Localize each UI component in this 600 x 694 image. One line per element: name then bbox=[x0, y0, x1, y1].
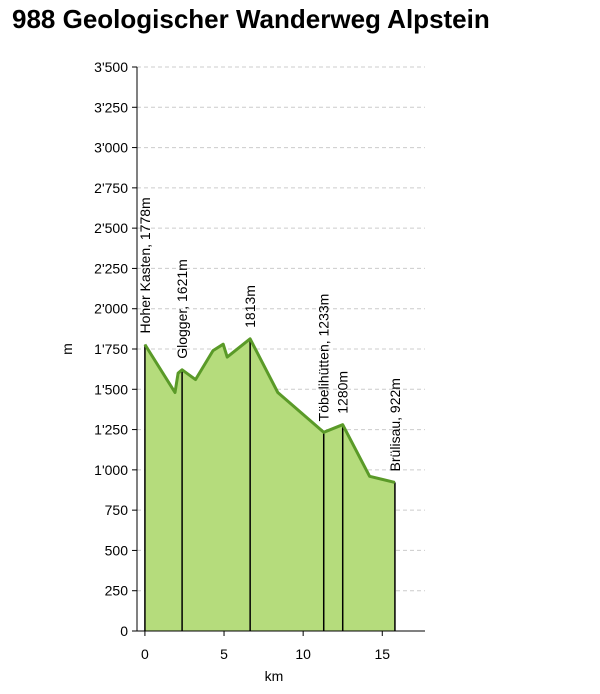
y-tick-label: 0 bbox=[120, 623, 128, 639]
x-tick-label: 15 bbox=[374, 646, 390, 662]
y-tick-label: 2'250 bbox=[94, 260, 128, 276]
x-tick-label: 5 bbox=[220, 646, 228, 662]
waypoint-label: 1813m bbox=[242, 285, 258, 328]
chart-title: 988 Geologischer Wanderweg Alpstein bbox=[12, 4, 490, 34]
y-tick-label: 250 bbox=[105, 583, 129, 599]
elevation-area bbox=[144, 338, 395, 631]
y-tick-label: 2'000 bbox=[94, 301, 128, 317]
y-tick-label: 750 bbox=[105, 502, 129, 518]
axes: 0 250 500 750 1'000 1'250 1'500 1'750 2'000 2'250… bbox=[94, 59, 425, 662]
x-axis-title: km bbox=[265, 668, 284, 684]
y-tick-label: 3'250 bbox=[94, 99, 128, 115]
waypoint-label: Brülisau, 922m bbox=[387, 378, 403, 471]
y-tick-label: 1'750 bbox=[94, 341, 128, 357]
x-tick-label: 10 bbox=[295, 646, 311, 662]
y-tick-label: 1'000 bbox=[94, 462, 128, 478]
elevation-line bbox=[143, 337, 396, 484]
y-tick-label: 2'500 bbox=[94, 220, 128, 236]
waypoint-label: Hoher Kasten, 1778m bbox=[137, 197, 153, 333]
y-tick-label: 1'250 bbox=[94, 422, 128, 438]
y-tick-label: 500 bbox=[105, 542, 129, 558]
y-tick-label: 3'000 bbox=[94, 140, 128, 156]
y-axis-title: m bbox=[59, 343, 75, 355]
waypoint-markers bbox=[144, 338, 396, 631]
waypoint-label: 1280m bbox=[335, 371, 351, 414]
waypoint-labels: Hoher Kasten, 1778m Glogger, 1621m 1813m Tö… bbox=[137, 197, 403, 471]
y-tick-label: 1'500 bbox=[94, 381, 128, 397]
y-tick-label: 3'500 bbox=[94, 59, 128, 75]
y-tick-label: 2'750 bbox=[94, 180, 128, 196]
waypoint-label: Glogger, 1621m bbox=[174, 259, 190, 359]
x-tick-label: 0 bbox=[141, 646, 149, 662]
waypoint-label: Töbelihütten, 1233m bbox=[316, 294, 332, 422]
